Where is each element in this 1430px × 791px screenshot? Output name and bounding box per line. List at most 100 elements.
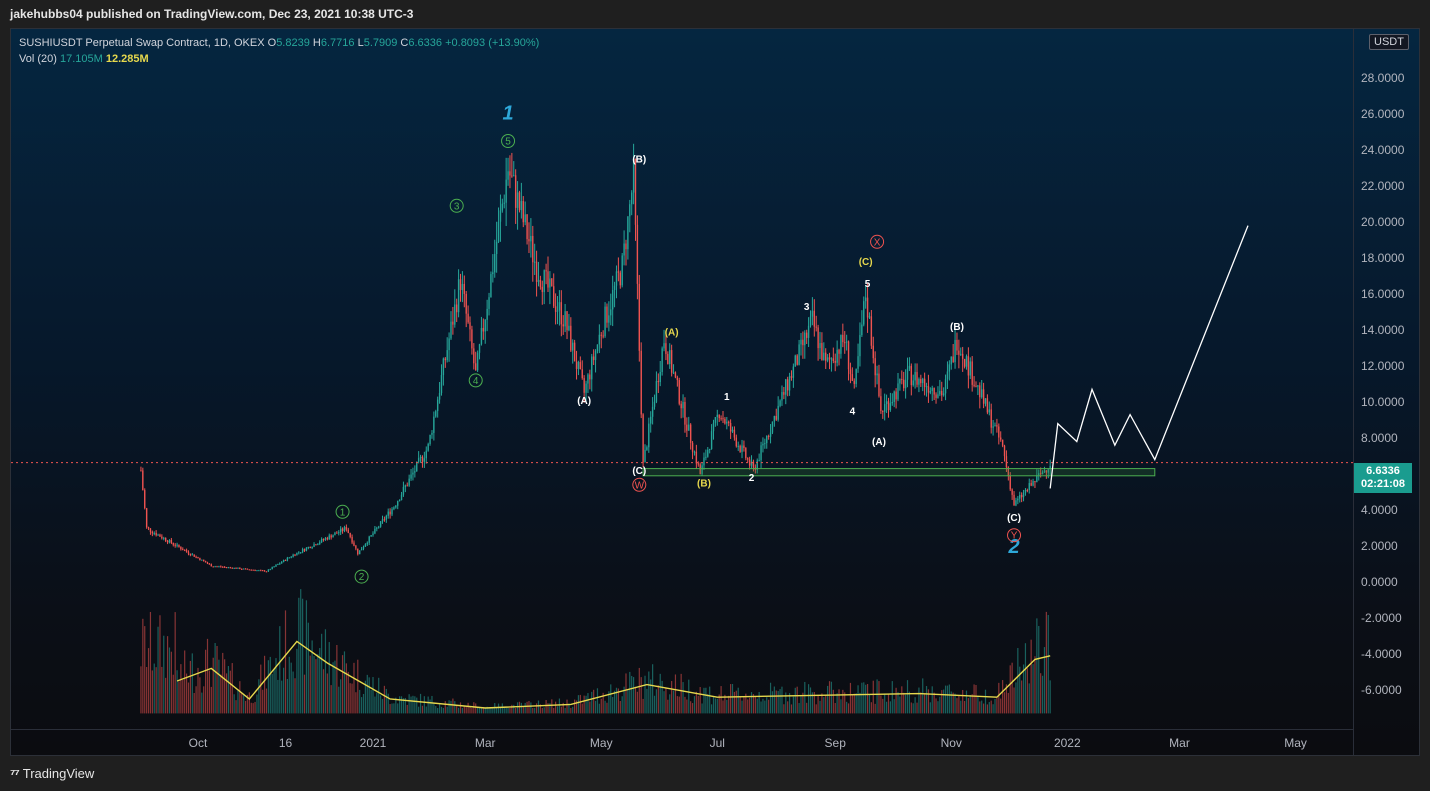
volume-bar — [311, 640, 313, 714]
candle — [828, 357, 831, 360]
candle — [1030, 483, 1032, 486]
support-zone-rect — [642, 468, 1156, 477]
volume-bar — [901, 686, 903, 714]
volume-bar — [632, 677, 635, 714]
legend-high-label: H — [312, 37, 321, 49]
candle — [676, 377, 679, 381]
volume-bar — [699, 687, 701, 714]
volume-bar — [853, 693, 855, 714]
price-chart-svg[interactable]: 28.000026.000024.000022.000020.000018.00… — [11, 29, 1419, 755]
volume-bar — [383, 685, 386, 714]
candle — [1007, 467, 1010, 476]
volume-bar — [515, 708, 517, 714]
volume-bar — [887, 694, 890, 714]
candle — [581, 369, 583, 379]
volume-bar — [615, 687, 618, 714]
candle — [459, 279, 462, 291]
legend-symbol[interactable]: SUSHIUSDT Perpetual Swap Contract, 1D, O… — [19, 37, 265, 49]
volume-bar — [707, 694, 709, 714]
candle — [990, 409, 992, 428]
volume-bar — [269, 656, 271, 714]
volume-bar — [815, 704, 817, 714]
volume-bar — [505, 708, 507, 714]
candle — [585, 383, 587, 393]
candle — [187, 551, 190, 554]
volume-bar — [648, 671, 650, 714]
y-tick-label: 18.0000 — [1361, 251, 1405, 265]
volume-bar — [572, 706, 574, 714]
volume-bar — [277, 679, 279, 714]
volume-bar — [593, 689, 595, 714]
candle — [471, 329, 473, 349]
chart-panel[interactable]: SUSHIUSDT Perpetual Swap Contract, 1D, O… — [10, 28, 1420, 756]
volume-bar — [235, 700, 237, 714]
candle — [364, 544, 367, 547]
volume-bar — [752, 694, 755, 714]
volume-bar — [735, 690, 737, 714]
candle — [864, 297, 867, 302]
candle — [208, 563, 211, 565]
candle — [159, 534, 161, 537]
wave-label-text: (B) — [632, 155, 646, 166]
volume-bar — [210, 686, 212, 714]
candle — [883, 404, 886, 412]
volume-bar — [965, 690, 968, 714]
volume-bar — [330, 685, 332, 714]
volume-bar — [543, 707, 545, 714]
volume-bar — [286, 679, 289, 714]
volume-bar — [962, 689, 964, 714]
volume-bar — [745, 693, 747, 714]
candle — [258, 570, 260, 572]
candle — [794, 355, 796, 367]
volume-bar — [524, 702, 526, 714]
candle — [256, 570, 258, 572]
volume-bar — [836, 693, 838, 714]
candle — [891, 401, 893, 404]
candle — [623, 243, 625, 256]
candle — [145, 508, 148, 528]
candle — [410, 474, 412, 479]
currency-button[interactable]: USDT — [1369, 34, 1409, 50]
y-tick-label: 0.0000 — [1361, 575, 1398, 589]
volume-bar — [1009, 665, 1011, 714]
volume-bar — [581, 703, 583, 714]
volume-bar — [290, 662, 292, 714]
candle — [467, 313, 469, 323]
candle — [579, 362, 582, 370]
volume-bar — [530, 702, 532, 714]
candle — [632, 158, 635, 193]
candle — [807, 325, 810, 338]
candle — [282, 559, 285, 563]
volume-bar — [212, 657, 214, 714]
candle — [779, 400, 781, 406]
candle — [231, 567, 233, 569]
legend-volume-label[interactable]: Vol (20) — [19, 53, 57, 65]
candle — [393, 507, 395, 510]
volume-bar — [452, 698, 454, 714]
candle — [222, 566, 224, 568]
footer-brand[interactable]: ⁷⁷ TradingView — [10, 766, 94, 781]
volume-bar — [326, 673, 328, 714]
volume-bar — [389, 704, 391, 714]
volume-bar — [996, 697, 998, 714]
candle — [889, 403, 892, 411]
wave-label-text: (A) — [872, 437, 886, 448]
candle — [455, 304, 458, 313]
volume-bar — [225, 673, 228, 714]
candle — [223, 566, 226, 568]
volume-bar — [302, 598, 304, 714]
volume-bar — [756, 698, 758, 714]
candle — [176, 544, 178, 546]
volume-bar — [153, 663, 155, 714]
candle — [648, 423, 650, 448]
candle — [897, 383, 899, 400]
volume-bar — [591, 691, 593, 714]
volume-bar — [602, 692, 604, 714]
candle — [469, 322, 471, 330]
candle — [144, 490, 146, 509]
candle — [925, 386, 928, 388]
candle — [475, 363, 477, 371]
volume-bar — [541, 708, 543, 714]
volume-bar — [1026, 668, 1028, 714]
volume-bar — [265, 688, 268, 714]
